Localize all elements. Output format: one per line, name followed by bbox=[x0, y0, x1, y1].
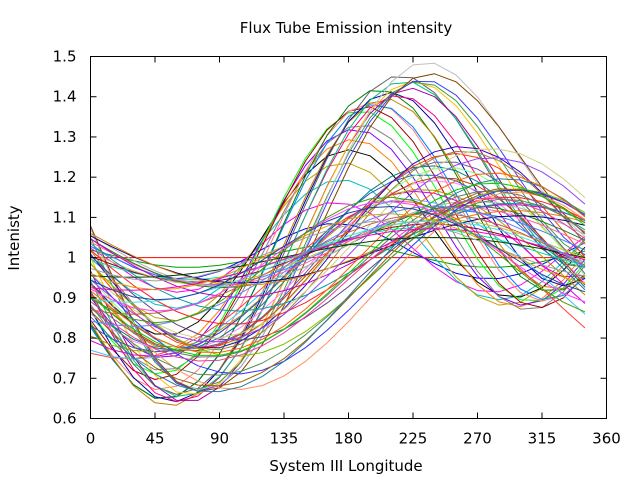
series-line-29 bbox=[90, 190, 586, 357]
y-tick-label: 1.4 bbox=[53, 88, 77, 106]
y-tick-label: 0.6 bbox=[53, 410, 77, 428]
x-tick-label: 180 bbox=[334, 430, 363, 448]
series-line-44 bbox=[90, 206, 586, 286]
y-tick-label: 1.5 bbox=[53, 48, 77, 66]
series-line-63 bbox=[90, 157, 586, 343]
series-line-6 bbox=[90, 162, 586, 322]
x-tick-label: 315 bbox=[528, 430, 557, 448]
x-tick-label: 135 bbox=[270, 430, 299, 448]
y-axis-ticks: 0.6 0.7 0.8 0.9 1 1.1 1.2 1.3 1.4 1.5 bbox=[53, 48, 607, 428]
series-line-49 bbox=[90, 204, 586, 298]
series-layer bbox=[90, 62, 586, 406]
series-line-59 bbox=[90, 197, 586, 362]
series-line-64 bbox=[90, 148, 586, 339]
series-line-56 bbox=[90, 198, 586, 376]
y-tick-label: 1.1 bbox=[53, 208, 77, 226]
x-axis-ticks: 0 45 90 135 180 225 270 315 360 bbox=[86, 56, 621, 448]
x-tick-label: 45 bbox=[145, 430, 164, 448]
series-line-61 bbox=[90, 182, 586, 356]
chart-title: Flux Tube Emission intensity bbox=[240, 19, 453, 37]
series-line-66 bbox=[90, 228, 586, 291]
series-line-39 bbox=[90, 150, 586, 351]
series-line-48 bbox=[90, 210, 586, 286]
y-tick-label: 0.7 bbox=[53, 369, 77, 387]
series-line-33 bbox=[90, 165, 586, 351]
y-tick-label: 1 bbox=[67, 249, 77, 267]
series-line-57 bbox=[90, 188, 586, 387]
series-line-73 bbox=[90, 201, 586, 312]
series-line-26 bbox=[90, 73, 586, 393]
x-tick-label: 0 bbox=[86, 430, 96, 448]
y-tick-label: 1.2 bbox=[53, 168, 77, 186]
series-line-24 bbox=[90, 80, 586, 392]
series-line-4 bbox=[90, 202, 586, 293]
series-line-19 bbox=[90, 76, 586, 395]
x-tick-label: 90 bbox=[210, 430, 229, 448]
x-tick-label: 360 bbox=[592, 430, 621, 448]
series-line-71 bbox=[90, 213, 586, 291]
series-line-72 bbox=[90, 206, 586, 301]
series-line-31 bbox=[90, 174, 586, 353]
x-tick-label: 225 bbox=[399, 430, 428, 448]
series-line-13 bbox=[90, 102, 586, 390]
series-line-65 bbox=[90, 237, 586, 278]
y-tick-label: 0.9 bbox=[53, 289, 77, 307]
series-line-3 bbox=[90, 223, 586, 279]
series-line-10 bbox=[90, 125, 586, 371]
y-axis-label: Intenisty bbox=[5, 205, 23, 270]
x-tick-label: 270 bbox=[463, 430, 492, 448]
y-tick-label: 1.3 bbox=[53, 128, 77, 146]
x-axis-label: System III Longitude bbox=[269, 457, 422, 475]
series-line-60 bbox=[90, 190, 586, 358]
series-line-74 bbox=[90, 196, 586, 324]
series-line-62 bbox=[90, 172, 586, 353]
y-tick-label: 0.8 bbox=[53, 329, 77, 347]
series-line-58 bbox=[90, 178, 586, 393]
